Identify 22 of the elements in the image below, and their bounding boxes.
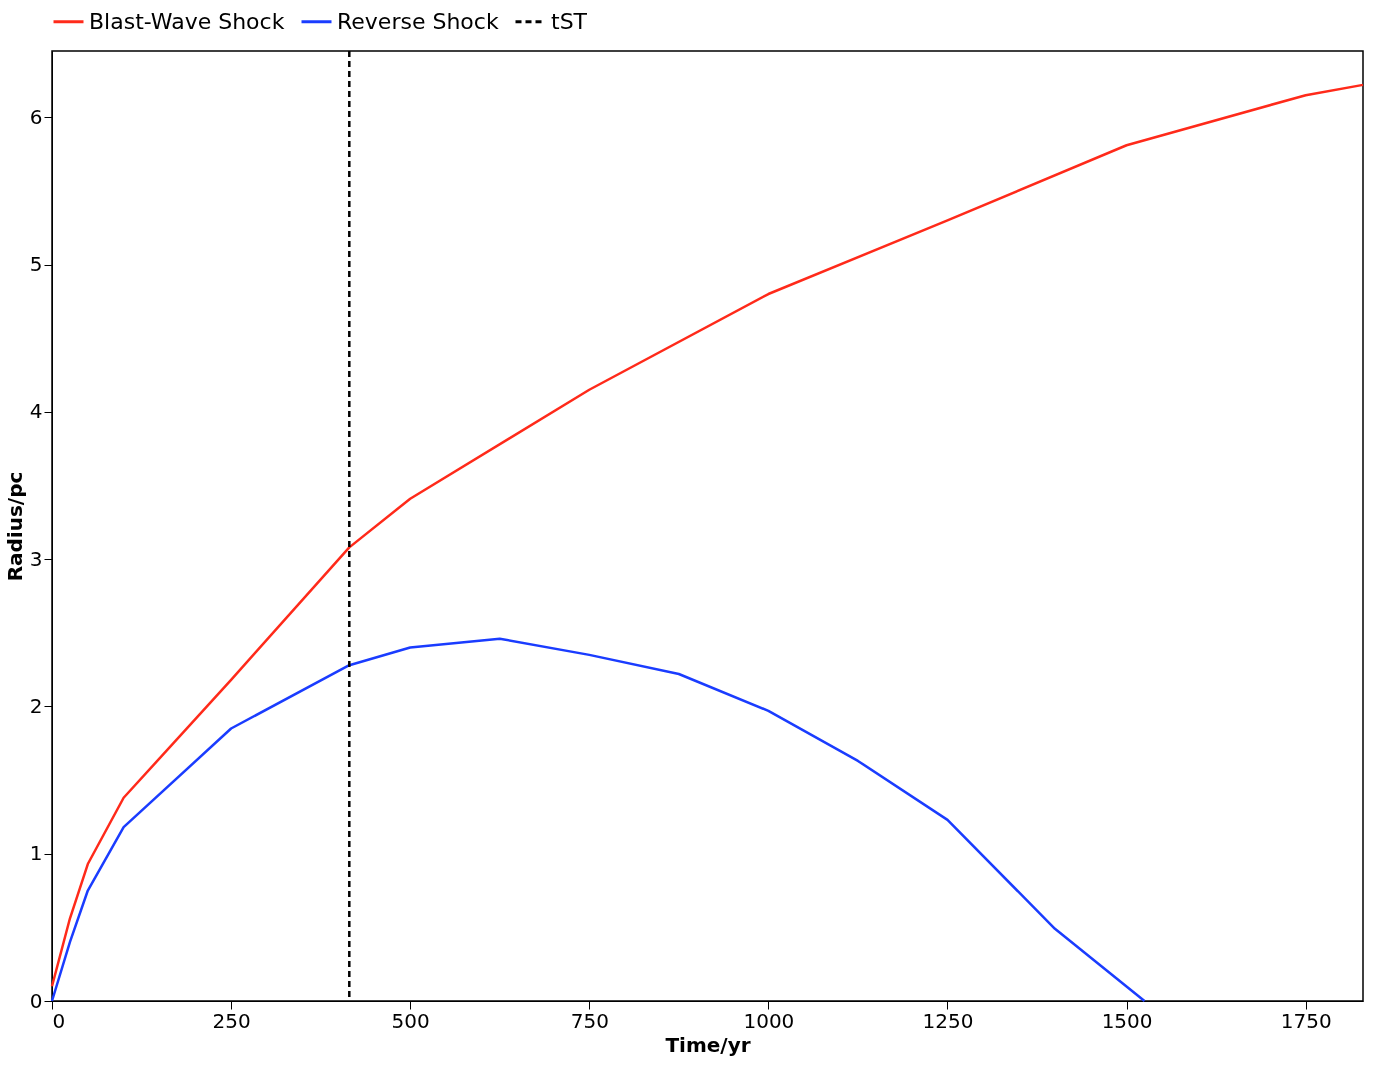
x-tick-label: 500 — [391, 1008, 430, 1033]
legend-label: Reverse Shock — [337, 8, 499, 34]
x-tick-label: 1000 — [743, 1008, 795, 1033]
y-tick-label: 2 — [29, 693, 43, 718]
legend-label: Blast-Wave Shock — [89, 8, 285, 34]
x-tick-label: 0 — [52, 1008, 66, 1033]
y-tick-label: 3 — [29, 546, 43, 571]
x-tick-label: 1750 — [1280, 1008, 1332, 1033]
y-axis-title: Radius/pc — [2, 471, 27, 582]
line-series — [50, 83, 1365, 988]
y-tick-label: 5 — [29, 252, 43, 277]
x-tick-label: 750 — [570, 1008, 609, 1033]
y-tick-label: 1 — [29, 841, 43, 866]
x-tick-label: 1500 — [1101, 1008, 1153, 1033]
x-axis-title: Time/yr — [665, 1032, 751, 1057]
line-series — [50, 637, 1146, 1003]
legend-label: tST — [551, 8, 588, 34]
x-tick-label: 250 — [212, 1008, 251, 1033]
y-tick-label: 4 — [29, 399, 43, 424]
y-tick-label: 6 — [29, 104, 43, 129]
x-tick-label: 1250 — [922, 1008, 974, 1033]
y-tick-label: 0 — [29, 988, 43, 1013]
